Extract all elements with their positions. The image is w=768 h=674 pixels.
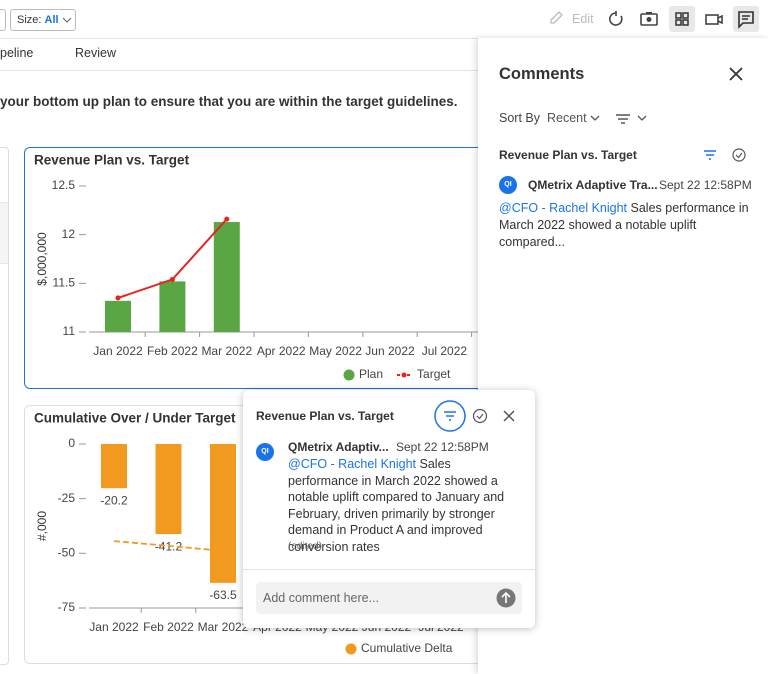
x-tick-label: Apr 2022 (257, 344, 306, 358)
x-tick-label: Jun 2022 (365, 344, 415, 358)
legend-swatch (345, 643, 357, 655)
sort-value[interactable]: Recent (547, 111, 587, 125)
sort-label: Sort By (499, 111, 540, 125)
comments-button[interactable] (733, 6, 759, 32)
comment-input[interactable]: Add comment here... (256, 582, 522, 614)
popup-icons[interactable] (433, 399, 523, 433)
edit-button[interactable]: Edit (572, 12, 594, 26)
comment-date: Sept 22 12:58PM (396, 440, 489, 454)
avatar: QI (256, 443, 274, 461)
x-tick-label: Feb 2022 (143, 620, 194, 634)
legend-label: Plan (359, 367, 383, 381)
bar (155, 444, 182, 535)
grid-icon (675, 12, 689, 26)
close-button[interactable] (728, 66, 744, 82)
avatar: QI (499, 176, 517, 194)
x-tick-label: Feb 2022 (147, 344, 198, 358)
group-title: Revenue Plan vs. Target (499, 148, 637, 162)
refresh-icon[interactable] (607, 10, 625, 28)
instruction: your bottom up plan to ensure that you a… (0, 94, 458, 109)
edited-flag: (edited) (288, 541, 322, 552)
line-point (169, 276, 175, 282)
legend-label: Target (417, 367, 451, 381)
grid-button[interactable] (669, 6, 695, 32)
comment-text: Sales performance in March 2022 showed a… (499, 201, 749, 249)
comment-text: Sales performance in March 2022 showed a… (288, 457, 505, 554)
toolbar: Size: All Edit (0, 0, 768, 39)
table-edge (0, 147, 9, 665)
y-tick-label: -50 (58, 546, 76, 560)
bar (101, 444, 127, 489)
bar (105, 300, 131, 332)
y-axis-label: $,000,000 (35, 232, 49, 286)
y-tick-label: -75 (58, 600, 76, 614)
y-tick-label: 0 (68, 436, 75, 450)
chart: Revenue Plan vs. Target $,000,000 11 11.5 12… (34, 153, 525, 381)
line-point (115, 295, 121, 301)
comment-author: QMetrix Adaptive Tra... (528, 178, 658, 192)
bar (213, 222, 240, 332)
y-tick-label: 11 (63, 324, 76, 338)
popup-title: Revenue Plan vs. Target (256, 409, 394, 423)
x-tick-label: Mar 2022 (198, 620, 249, 634)
group-icons[interactable] (702, 147, 752, 163)
comment-icon (738, 11, 754, 29)
dropdown-edge[interactable] (0, 9, 6, 31)
y-tick-label: 12.5 (52, 178, 76, 192)
x-tick-label: May 2022 (309, 344, 362, 358)
camera-icon[interactable] (639, 10, 659, 28)
size-label: Size: (17, 14, 42, 26)
size-value: All (44, 14, 59, 26)
x-tick-label: Jan 2022 (89, 620, 139, 634)
mention[interactable]: @CFO - Rachel Knight (499, 201, 628, 215)
y-tick-label: 12 (62, 227, 76, 241)
bar (159, 281, 186, 332)
legend-swatch (343, 369, 355, 381)
y-axis-label: #,000 (35, 511, 49, 541)
chart-title: Cumulative Over / Under Target (34, 411, 236, 426)
panel-title: Comments (499, 65, 585, 83)
edit-icon (550, 11, 563, 24)
sort-icons[interactable] (590, 113, 650, 125)
legend-label: Cumulative Delta (361, 641, 453, 655)
tab[interactable]: Review (75, 46, 116, 60)
bar (210, 444, 236, 583)
chart-title: Revenue Plan vs. Target (34, 153, 190, 168)
comment-body[interactable]: @CFO - Rachel Knight Sales performance i… (499, 200, 761, 251)
present-icon[interactable] (704, 10, 724, 28)
line-point (224, 216, 230, 222)
chevron (62, 17, 72, 23)
mention[interactable]: @CFO - Rachel Knight (288, 457, 417, 471)
size-dropdown[interactable]: Size: All (10, 9, 76, 31)
divider (243, 569, 535, 570)
data-label: -20.2 (100, 493, 128, 507)
comment-body[interactable]: @CFO - Rachel Knight Sales performance i… (288, 456, 516, 555)
x-tick-label: Jan 2022 (93, 344, 143, 358)
comment-popup: Revenue Plan vs. Target QI QMetrix Adapt… (243, 390, 535, 628)
input-placeholder: Add comment here... (263, 591, 380, 605)
legend-swatch (401, 372, 407, 378)
x-tick-label: Mar 2022 (201, 344, 252, 358)
comment-date: Sept 22 12:58PM (659, 178, 752, 192)
x-tick-label: Jul 2022 (422, 344, 468, 358)
comment-author: QMetrix Adaptiv... (288, 440, 389, 454)
data-label: -63.5 (209, 588, 237, 602)
line (113, 540, 224, 552)
tab-bar: peline Review (0, 38, 768, 71)
y-tick-label: -25 (58, 491, 76, 505)
y-tick-label: 11.5 (53, 276, 76, 290)
chart-card[interactable]: Revenue Plan vs. Target $,000,000 11 11.5 12… (24, 147, 526, 389)
send-button[interactable] (496, 588, 516, 608)
tab[interactable]: peline (0, 46, 34, 60)
